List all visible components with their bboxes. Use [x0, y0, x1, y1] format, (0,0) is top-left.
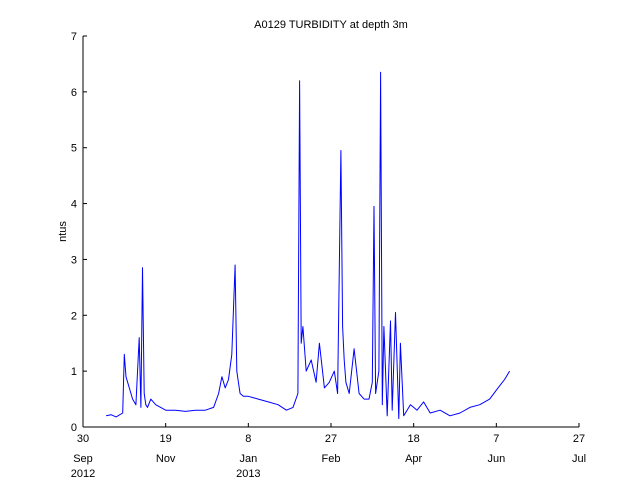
y-tick-label: 5 — [71, 143, 77, 155]
x-tick-month-label: Jul — [572, 453, 586, 465]
chart-title: A0129 TURBIDITY at depth 3m — [254, 19, 408, 31]
series-group — [105, 71, 511, 420]
y-tick-label: 0 — [71, 422, 77, 434]
x-tick-day-label: 27 — [573, 433, 585, 445]
x-tick-year-label: 2013 — [236, 468, 260, 480]
y-axis-ticks: 0 1 2 3 4 5 6 7 — [71, 31, 87, 434]
x-tick-day-label: 18 — [408, 433, 420, 445]
y-tick-label: 3 — [71, 254, 77, 266]
y-axis-label: ntus — [57, 221, 69, 242]
x-tick-day-label: 7 — [493, 433, 499, 445]
x-tick-month-label: Jun — [487, 453, 505, 465]
y-tick-label: 7 — [71, 31, 77, 43]
y-tick-label: 2 — [71, 310, 77, 322]
x-tick-year-label: 2012 — [71, 468, 95, 480]
x-tick-month-label: Feb — [322, 453, 341, 465]
x-tick-day-label: 27 — [325, 433, 337, 445]
x-tick-month-label: Sep — [73, 453, 93, 465]
y-tick-label: 4 — [71, 199, 77, 211]
x-tick-day-label: 30 — [77, 433, 89, 445]
x-tick-month-label: Jan — [239, 453, 257, 465]
x-tick-day-label: 19 — [160, 433, 172, 445]
x-tick-month-label: Nov — [156, 453, 176, 465]
axes-frame — [82, 36, 579, 428]
x-tick-month-label: Apr — [405, 453, 422, 465]
series-line — [105, 71, 511, 420]
y-tick-label: 1 — [71, 366, 77, 378]
y-tick-label: 6 — [71, 87, 77, 99]
x-tick-day-label: 8 — [245, 433, 251, 445]
x-axis-ticks: 30 Sep 2012 19 Nov 8 Jan 2013 27 Feb 18 Apr 7 Jun 27 Ju… — [71, 423, 586, 480]
